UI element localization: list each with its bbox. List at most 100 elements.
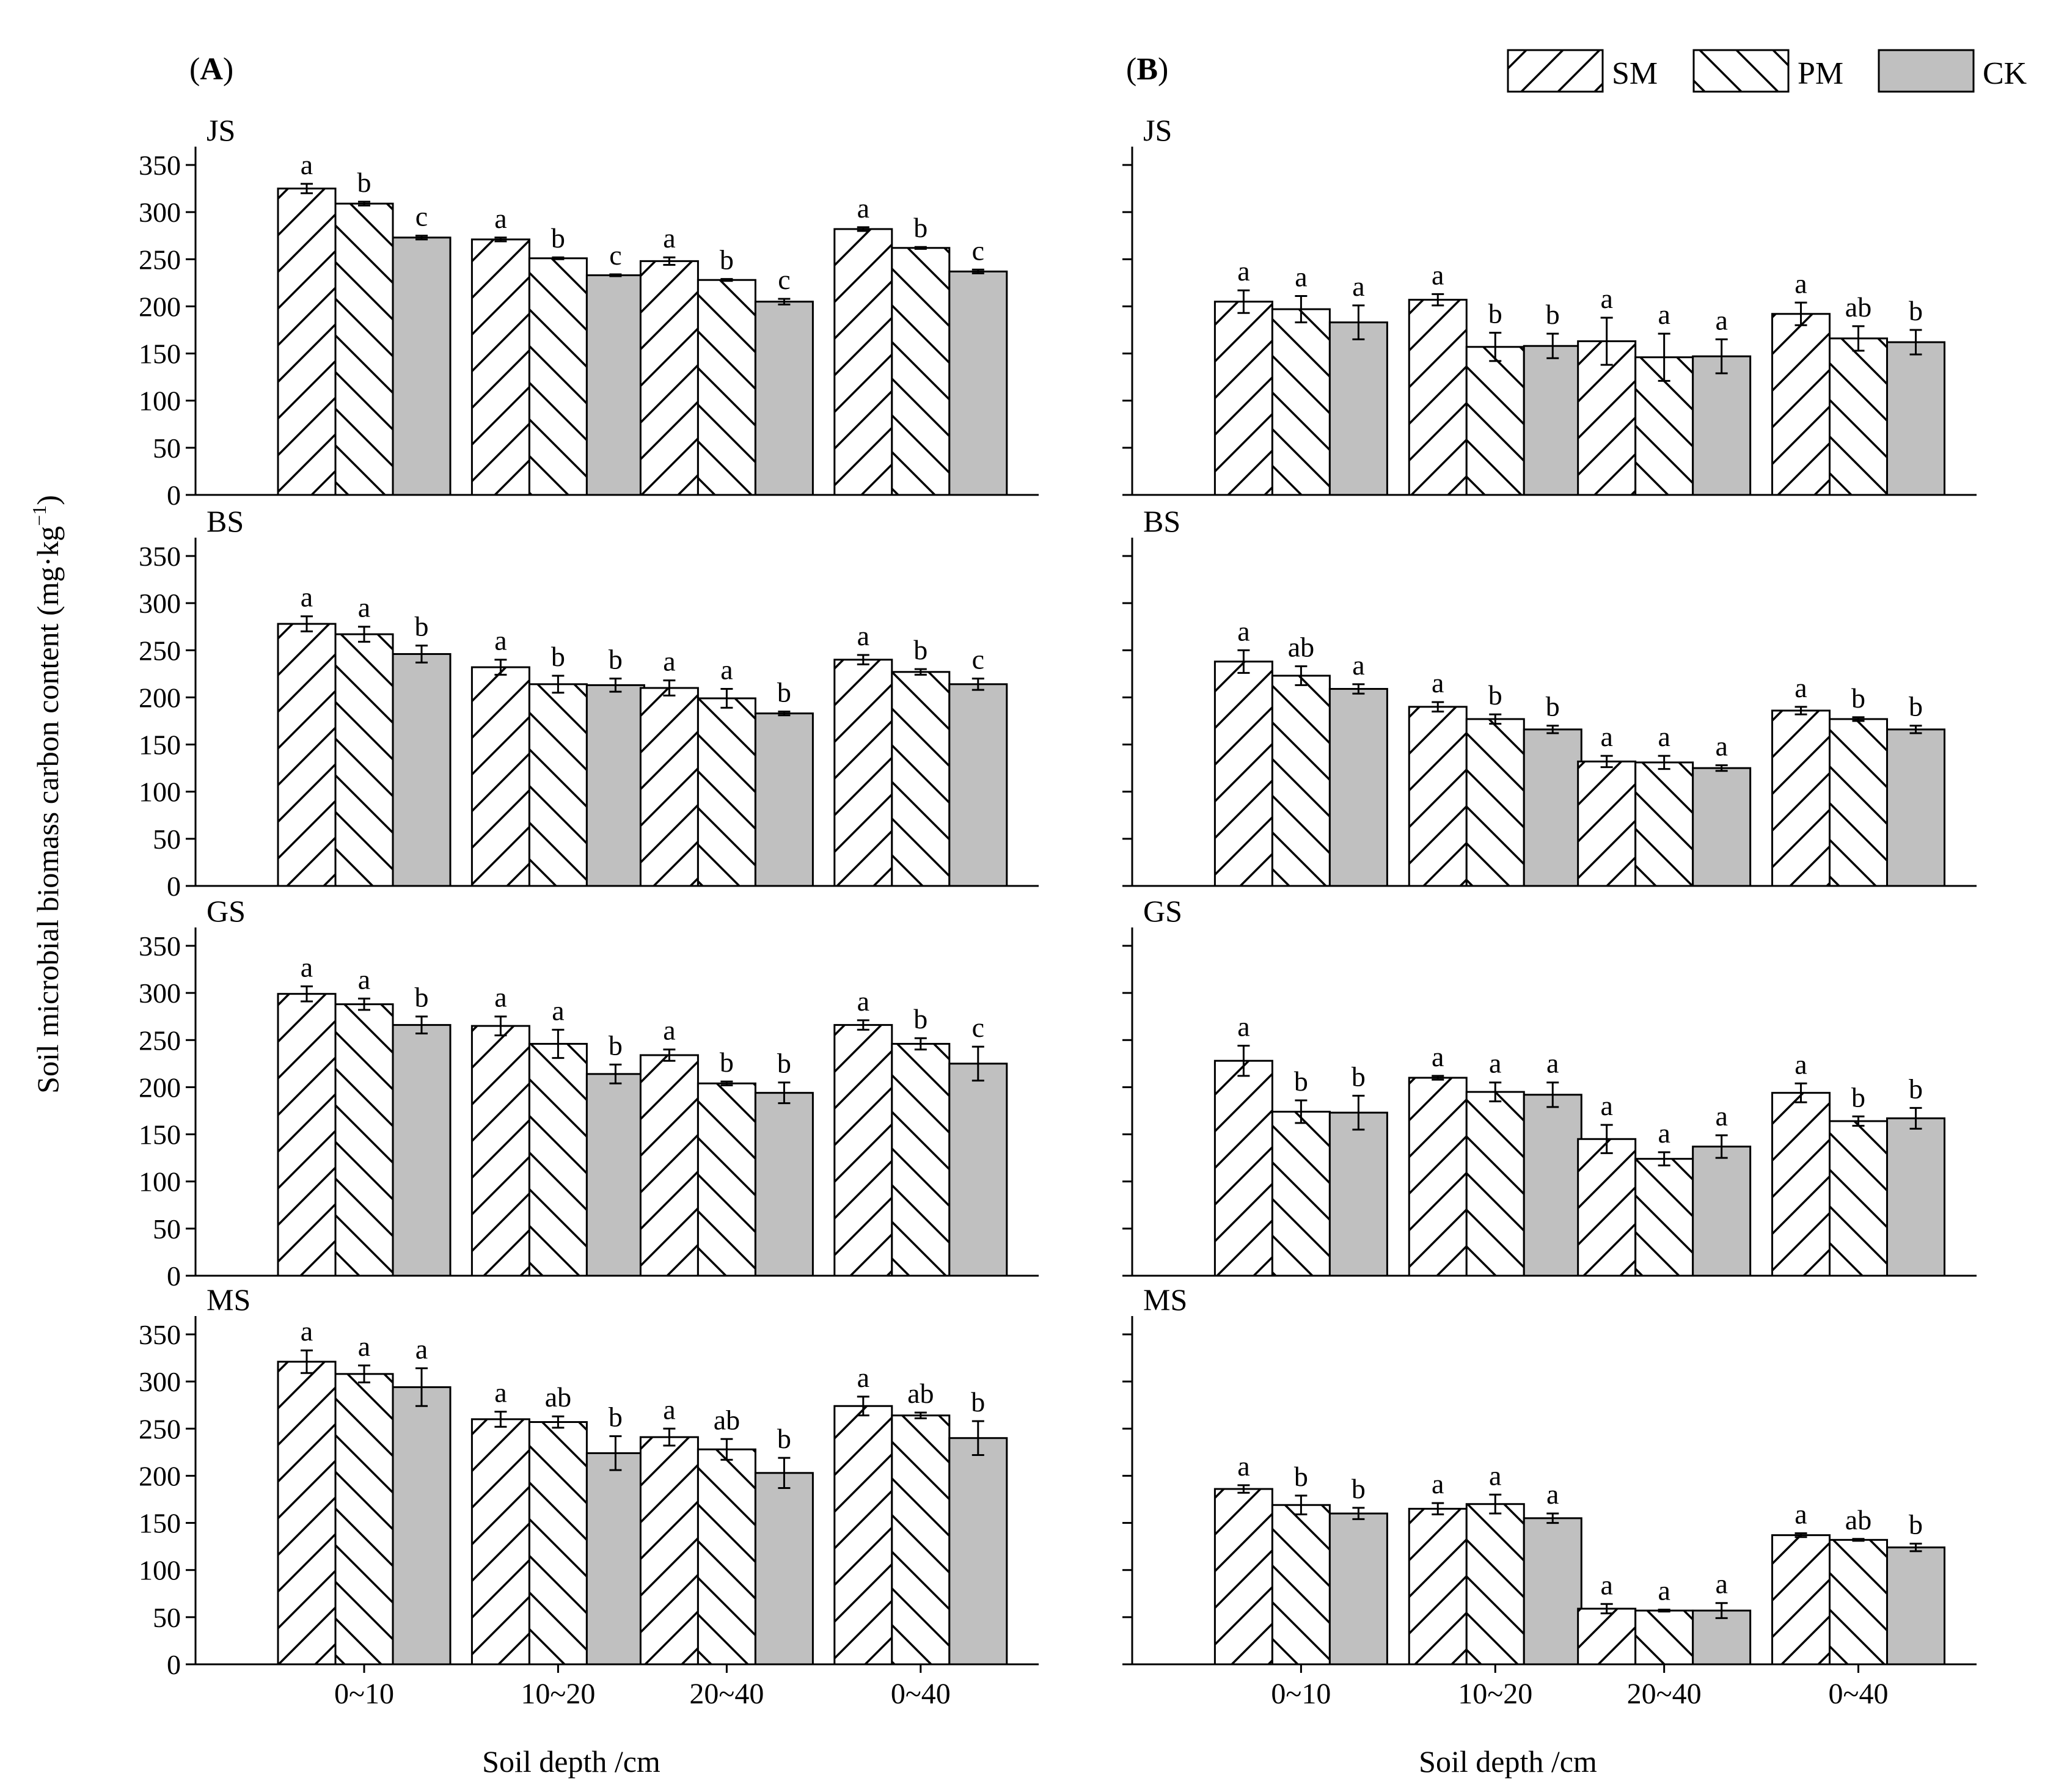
y-axis-title: Soil microbial biomass carbon content (m…: [28, 495, 65, 1094]
bar-pm: [528, 1042, 588, 1277]
significance-letter: ab: [1845, 1504, 1871, 1535]
bar-ck: [1328, 1512, 1388, 1666]
significance-letter: a: [663, 1015, 675, 1046]
significance-letter: b: [1352, 1473, 1366, 1504]
significance-letter: a: [720, 654, 733, 686]
bar-ck: [392, 1024, 452, 1277]
legend-swatch-pm: [1692, 49, 1790, 93]
significance-letter: b: [777, 1423, 791, 1454]
significance-letter: b: [415, 611, 429, 642]
significance-letter: b: [609, 1029, 623, 1061]
bar-ck: [948, 1437, 1008, 1666]
bar-sm: [1577, 760, 1637, 887]
bar-ck: [1328, 1111, 1388, 1277]
significance-letter: ab: [1288, 632, 1314, 663]
bar-sm: [1771, 313, 1831, 496]
y-tick-label: 350: [139, 150, 181, 181]
significance-letter: b: [1909, 691, 1923, 722]
bar-pm: [1465, 346, 1525, 496]
bar-ck: [1523, 1517, 1582, 1666]
significance-letter: b: [913, 634, 927, 665]
bar-sm: [1771, 1092, 1831, 1277]
significance-letter: b: [1909, 1073, 1923, 1104]
bar-sm: [1213, 1488, 1273, 1666]
bar-ck: [1523, 728, 1582, 887]
panel-label: GS: [1143, 894, 1182, 928]
bar-sm: [1771, 709, 1831, 887]
bar-ck: [948, 1062, 1008, 1277]
significance-letter: a: [1794, 268, 1807, 299]
bar-ck: [1523, 345, 1582, 496]
significance-letter: ab: [714, 1404, 740, 1435]
bar-ck: [754, 301, 814, 496]
significance-letter: b: [1352, 1061, 1366, 1092]
bar-sm: [470, 238, 530, 496]
significance-letter: b: [357, 167, 371, 198]
bar-sm: [833, 228, 893, 496]
bar-pm: [1634, 761, 1694, 887]
y-tick-label: 150: [139, 338, 181, 370]
significance-letter: b: [1488, 298, 1502, 329]
significance-letter: ab: [907, 1378, 934, 1409]
bar-sm: [1213, 660, 1273, 887]
y-tick-label: 200: [139, 1072, 181, 1103]
y-tick-label: 350: [139, 1319, 181, 1350]
significance-letter: b: [1546, 299, 1560, 330]
legend-swatch-sm: [1507, 49, 1604, 93]
significance-letter: b: [777, 677, 791, 708]
bar-ck: [754, 1092, 814, 1277]
panel-a-js: 0 50 100 150 200 250 300 350 JS (A) a b c a b c a b c a b c: [139, 52, 1039, 511]
y-tick-label: 0: [167, 871, 181, 902]
bar-pm: [334, 633, 394, 887]
significance-letter: a: [1600, 1090, 1612, 1121]
significance-letter: a: [301, 951, 313, 982]
significance-letter: a: [1489, 1460, 1501, 1491]
bar-sm: [470, 1025, 530, 1277]
significance-letter: a: [1715, 731, 1727, 762]
bar-sm: [470, 1418, 530, 1666]
significance-letter: b: [1294, 1066, 1308, 1097]
significance-letter: a: [1794, 1499, 1807, 1530]
bar-sm: [277, 993, 337, 1277]
y-tick-label: 0: [167, 480, 181, 511]
y-tick-label: 200: [139, 1460, 181, 1491]
x-axis-title-a: Soil depth /cm: [482, 1744, 660, 1779]
significance-letter: a: [857, 620, 869, 651]
bar-ck: [1886, 1546, 1946, 1666]
bar-sm: [1213, 1059, 1273, 1277]
y-tick-label: 250: [139, 244, 181, 275]
y-tick-label: 300: [139, 197, 181, 228]
significance-letter: a: [857, 1362, 869, 1393]
bar-ck: [392, 653, 452, 887]
x-tick-label: 10~20: [1458, 1678, 1532, 1710]
significance-letter: a: [1715, 304, 1727, 335]
legend-label-pm: PM: [1798, 56, 1843, 91]
significance-letter: a: [1658, 1117, 1670, 1149]
significance-letter: a: [1237, 615, 1249, 646]
significance-letter: a: [1489, 1048, 1501, 1079]
bar-sm: [1408, 1507, 1468, 1666]
x-tick-label: 0~40: [891, 1678, 951, 1710]
bar-ck: [1523, 1094, 1582, 1277]
significance-letter: a: [1658, 721, 1670, 752]
x-tick-label: 0~10: [1271, 1678, 1331, 1710]
x-tick-label: 20~40: [689, 1678, 764, 1710]
significance-letter: b: [720, 244, 734, 276]
x-tick-label: 0~40: [1829, 1678, 1889, 1710]
significance-letter: a: [1432, 1468, 1444, 1499]
significance-letter: c: [972, 235, 984, 266]
bar-sm: [277, 188, 337, 496]
x-axis-title-b: Soil depth /cm: [1419, 1744, 1597, 1779]
bar-ck: [1328, 688, 1388, 887]
bar-pm: [1465, 1091, 1525, 1277]
significance-letter: a: [1600, 283, 1612, 314]
panel-label: JS: [1143, 113, 1172, 147]
significance-letter: b: [1294, 1461, 1308, 1492]
y-tick-label: 300: [139, 588, 181, 619]
significance-letter: b: [1851, 682, 1865, 714]
significance-letter: a: [1432, 259, 1444, 290]
bar-sm: [639, 1436, 699, 1666]
